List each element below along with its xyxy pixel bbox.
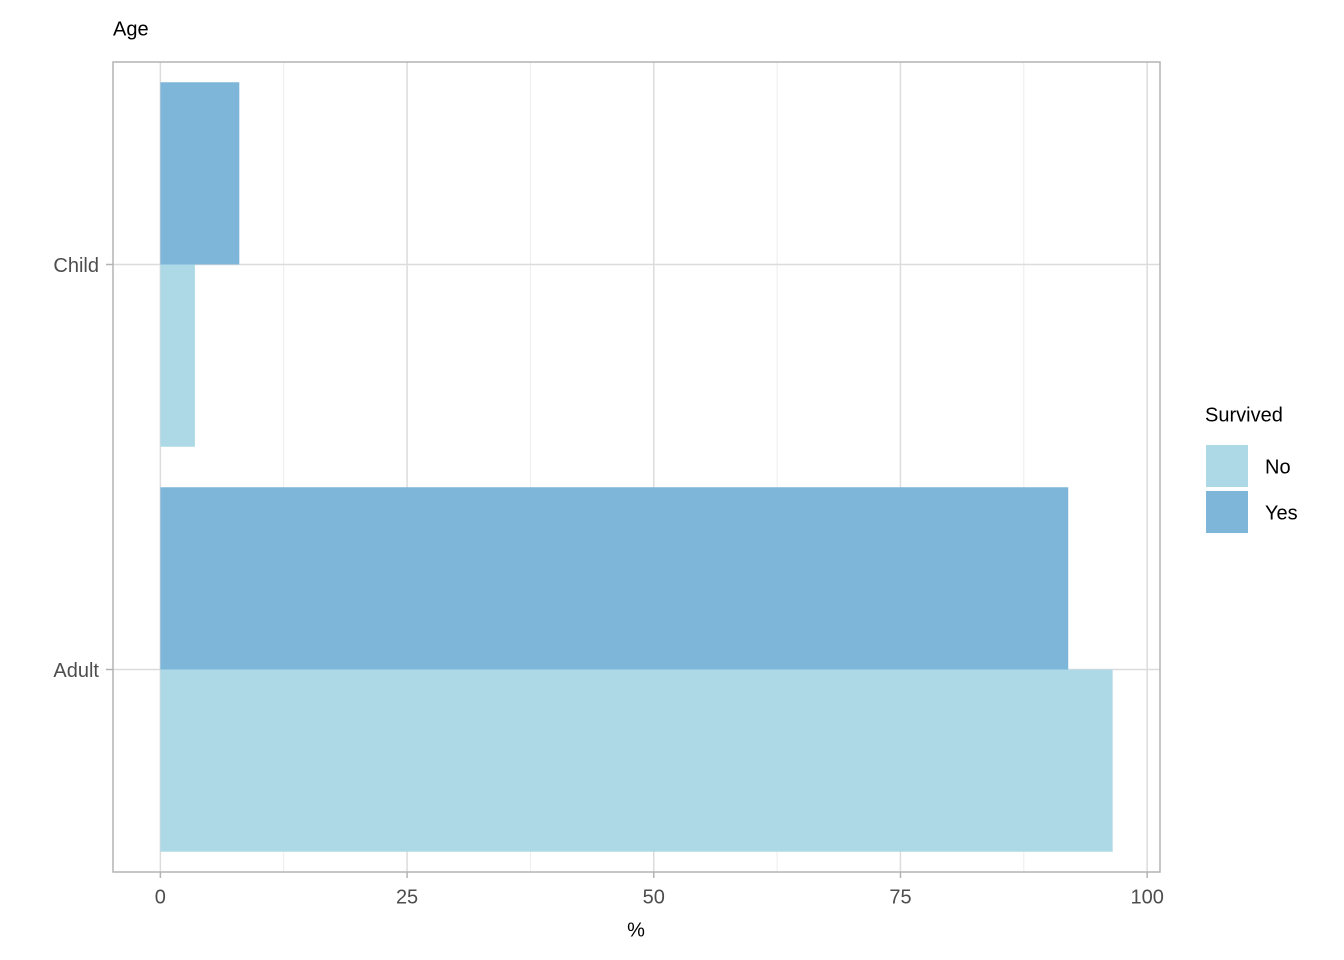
legend-label: No <box>1265 456 1291 478</box>
y-tick-label: Child <box>53 255 99 277</box>
legend-label: Yes <box>1265 502 1298 524</box>
chart-title: Age <box>113 18 149 40</box>
legend-key <box>1206 491 1248 533</box>
bar <box>160 264 195 447</box>
x-tick-label: 75 <box>889 886 911 908</box>
panel-border <box>112 61 1161 873</box>
bar <box>160 669 1113 852</box>
bar <box>160 487 1069 670</box>
x-tick-label: 50 <box>643 886 665 908</box>
x-tick-label: 100 <box>1130 886 1163 908</box>
x-tick-label: 0 <box>155 886 166 908</box>
x-axis-title: % <box>627 919 645 941</box>
y-tick-label: Adult <box>53 660 99 682</box>
bar <box>160 82 240 265</box>
x-tick-label: 25 <box>396 886 418 908</box>
legend-title: Survived <box>1205 404 1283 426</box>
legend-key <box>1206 445 1248 487</box>
